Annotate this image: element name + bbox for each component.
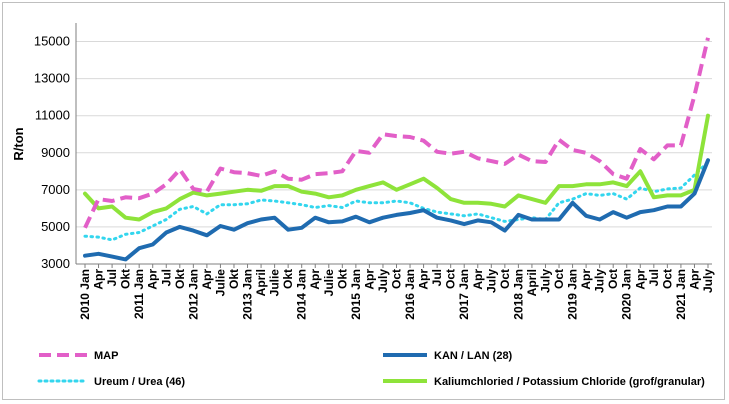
x-tick-label: Julie: [268, 269, 282, 297]
legend-label-urea: Ureum / Urea (46): [94, 376, 185, 388]
x-tick-label: April: [525, 269, 539, 296]
x-tick-label: Apr: [92, 269, 106, 290]
x-tick-label: 2010 Jan: [78, 269, 92, 320]
x-tick-label: Apr: [633, 269, 647, 290]
x-tick-label: Okt: [335, 269, 349, 289]
x-tick-label: 2021 Jan: [674, 269, 688, 320]
y-tick-label: 11000: [35, 108, 70, 123]
chart-frame: 3000 5000 7000 9000 11000 13000 15000 2010 Jan…: [2, 2, 725, 400]
x-tick-label: April: [254, 269, 268, 296]
x-tick-label: 2019 Jan: [566, 269, 580, 320]
x-tick-label: 2013 Jan: [241, 269, 255, 320]
y-tick-label: 13000: [34, 71, 70, 86]
x-tick-label: 2014 Jan: [295, 269, 309, 320]
x-tick-label: 2012 Jan: [186, 269, 200, 320]
x-tick-label: Jul: [159, 269, 173, 286]
x-tick-label: Jul: [430, 269, 444, 286]
x-tick-label: Oct: [390, 269, 404, 289]
x-tick-label: Oct: [444, 269, 458, 289]
x-tick-label: Okt: [281, 269, 295, 289]
x-tick-label: Apr: [471, 269, 485, 290]
x-tick-label: 2017 Jan: [457, 269, 471, 320]
x-tick-label: 2020 Jan: [620, 269, 634, 320]
x-tick-label: July: [538, 269, 552, 293]
x-tick-label: Okt: [227, 269, 241, 289]
x-tick-label: Okt: [173, 269, 187, 289]
x-tick-label: Oct: [606, 269, 620, 289]
x-tick-label: 2018 Jan: [511, 269, 525, 320]
series-lines: [83, 37, 710, 262]
x-tick-label: Apr: [417, 269, 431, 290]
x-tick-label: July: [484, 269, 498, 293]
x-tick-label: Oct: [552, 269, 566, 289]
x-tick-label: July: [593, 269, 607, 293]
x-tick-label: Oct: [660, 269, 674, 289]
x-tick-label: Jul: [647, 269, 661, 286]
x-tick-label: Julie: [322, 269, 336, 297]
legend: MAP KAN / LAN (28) Ureum / Urea (46) Kal…: [37, 350, 705, 388]
legend-label-potassium-chloride: Kaliumchloried / Potassium Chloride (gro…: [434, 376, 705, 388]
x-tick-label: Apr: [362, 269, 376, 290]
y-axis-label: R/ton: [11, 127, 26, 160]
line-chart: 3000 5000 7000 9000 11000 13000 15000 2010 Jan…: [11, 23, 715, 388]
y-tick-label: 7000: [41, 182, 70, 197]
x-tick-label: Julie: [213, 269, 227, 297]
x-tick-label: Apr: [687, 269, 701, 290]
x-tick-label: 2011 Jan: [132, 269, 146, 319]
y-tick-label: 15000: [34, 34, 70, 49]
y-tick-label: 5000: [41, 219, 70, 234]
x-tick-label: Jul: [105, 269, 119, 286]
legend-label-map: MAP: [94, 350, 118, 362]
x-tick-label: Apr: [146, 269, 160, 290]
series-line-ureum-urea-46: [83, 160, 710, 242]
x-tick-label: Apr: [579, 269, 593, 290]
series-line-kaliumchloried-potassium-chloride-grof-granular: [83, 113, 710, 222]
x-tick-label: Apr: [308, 269, 322, 290]
x-tick-label: 2015 Jan: [349, 269, 363, 320]
x-axis-ticks: 2010 Jan Apr Jul Okt 2011 Jan Apr Jul Okt 2012 J…: [78, 264, 715, 320]
y-tick-label: 3000: [41, 256, 70, 271]
x-tick-label: July: [376, 269, 390, 293]
x-tick-label: July: [701, 269, 715, 293]
legend-label-kan-lan: KAN / LAN (28): [434, 350, 513, 362]
x-tick-label: Apr: [200, 269, 214, 290]
y-tick-label: 9000: [41, 145, 70, 160]
x-tick-label: Oct: [498, 269, 512, 289]
x-tick-label: Okt: [119, 269, 133, 289]
y-axis-ticks: 3000 5000 7000 9000 11000 13000 15000: [34, 34, 70, 271]
x-tick-label: 2016 Jan: [403, 269, 417, 320]
